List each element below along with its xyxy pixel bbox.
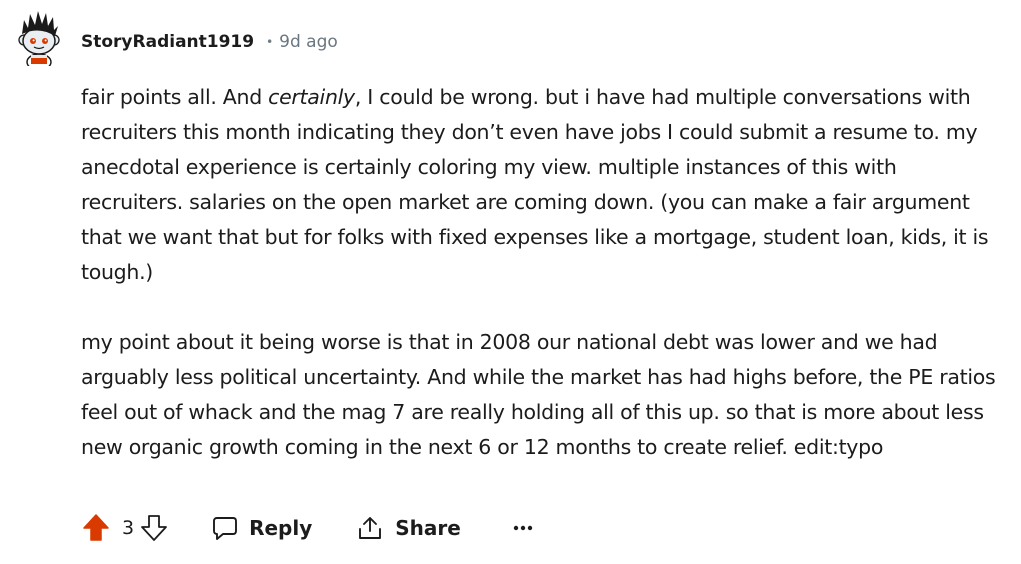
arrow-up-icon [83, 514, 109, 541]
comment-meta: StoryRadiant1919 • 9d ago [81, 28, 338, 56]
speech-bubble-icon [213, 517, 238, 540]
more-options-button[interactable] [511, 516, 535, 540]
upvote-button[interactable] [80, 512, 112, 544]
reply-label: Reply [249, 516, 313, 540]
snoo-avatar-icon [18, 11, 60, 71]
vote-count: 3 [122, 517, 135, 539]
action-bar: 3 Reply Share [80, 509, 535, 547]
paragraph-text: fair points all. And [81, 85, 269, 109]
arrow-down-icon [141, 515, 167, 541]
avatar[interactable] [10, 8, 68, 71]
reply-button[interactable]: Reply [212, 515, 312, 541]
share-button[interactable]: Share [357, 515, 461, 541]
share-label: Share [395, 516, 461, 540]
paragraph-text: , I could be wrong. but i have had multi… [81, 85, 989, 284]
comment-paragraph: fair points all. And certainly, I could … [81, 80, 996, 290]
comment-body: fair points all. And certainly, I could … [81, 80, 996, 465]
emphasis-text: certainly [268, 85, 355, 109]
username[interactable]: StoryRadiant1919 [81, 32, 255, 52]
timestamp[interactable]: 9d ago [279, 32, 338, 52]
downvote-button[interactable] [138, 512, 170, 544]
ellipsis-icon [513, 525, 533, 531]
meta-separator: • [266, 35, 274, 49]
share-icon [359, 517, 382, 539]
comment-paragraph: my point about it being worse is that in… [81, 330, 996, 459]
